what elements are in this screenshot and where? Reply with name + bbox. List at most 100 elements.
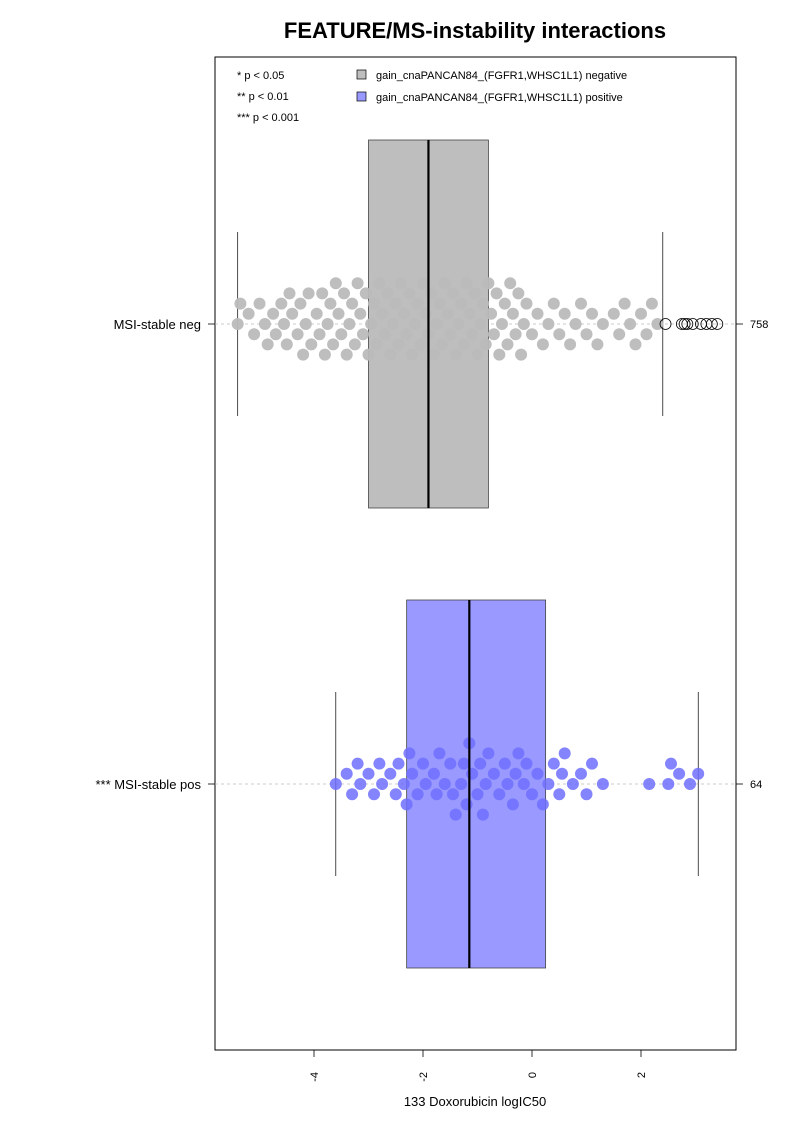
data-point bbox=[430, 788, 443, 801]
data-point bbox=[501, 778, 514, 790]
data-point bbox=[452, 318, 465, 330]
data-point bbox=[517, 318, 530, 330]
data-point bbox=[526, 788, 538, 801]
data-point bbox=[476, 808, 489, 821]
data-point bbox=[299, 318, 312, 330]
data-point bbox=[351, 757, 364, 770]
data-point bbox=[370, 338, 383, 351]
data-point bbox=[580, 788, 593, 801]
data-point bbox=[468, 287, 481, 300]
data-point bbox=[436, 338, 449, 351]
data-point bbox=[487, 767, 500, 780]
data-point bbox=[327, 338, 340, 351]
data-point bbox=[384, 767, 397, 780]
data-point bbox=[346, 788, 359, 801]
data-point bbox=[444, 328, 457, 341]
x-tick-label: -4 bbox=[309, 1072, 321, 1082]
data-point bbox=[389, 788, 402, 801]
data-point bbox=[376, 778, 389, 790]
significance-legend-item: * p < 0.05 bbox=[237, 70, 284, 82]
data-point bbox=[348, 338, 361, 351]
data-point bbox=[335, 328, 348, 341]
data-point bbox=[665, 757, 677, 770]
data-point bbox=[338, 287, 350, 300]
data-point bbox=[362, 767, 375, 780]
data-point bbox=[403, 747, 416, 760]
data-point bbox=[329, 277, 342, 290]
data-point bbox=[542, 778, 555, 790]
data-point bbox=[359, 287, 372, 300]
data-point bbox=[286, 307, 299, 320]
data-point bbox=[318, 348, 331, 361]
x-tick-label: 0 bbox=[527, 1072, 539, 1078]
significance-legend-item: ** p < 0.01 bbox=[237, 91, 289, 103]
data-point bbox=[278, 318, 290, 330]
data-point bbox=[457, 338, 470, 351]
data-point bbox=[575, 297, 587, 310]
data-point bbox=[376, 307, 389, 320]
data-point bbox=[673, 767, 686, 780]
data-point bbox=[553, 788, 566, 801]
data-point bbox=[411, 297, 424, 310]
data-point bbox=[643, 778, 656, 790]
group-0: MSI-stable neg 758 bbox=[114, 139, 768, 509]
data-point bbox=[569, 318, 582, 330]
data-point bbox=[384, 348, 397, 361]
group-count: 758 bbox=[750, 319, 768, 331]
data-point bbox=[417, 757, 429, 770]
x-axis-label: 133 Doxorubicin logIC50 bbox=[404, 1094, 546, 1109]
data-point bbox=[397, 307, 410, 320]
data-point bbox=[692, 767, 705, 780]
data-point bbox=[378, 328, 391, 341]
data-point bbox=[381, 287, 394, 300]
data-point bbox=[466, 767, 479, 780]
data-point bbox=[613, 328, 626, 341]
data-point bbox=[324, 297, 337, 310]
data-point bbox=[618, 297, 631, 310]
data-point bbox=[493, 348, 506, 361]
data-point bbox=[476, 297, 489, 310]
data-point bbox=[575, 767, 587, 780]
data-point bbox=[395, 277, 408, 290]
data-point bbox=[536, 798, 549, 811]
data-point bbox=[558, 747, 571, 760]
data-point bbox=[343, 318, 356, 330]
outlier-point bbox=[705, 318, 718, 330]
data-point bbox=[283, 287, 296, 300]
data-point bbox=[242, 307, 255, 320]
data-point bbox=[362, 348, 375, 361]
data-point bbox=[438, 277, 451, 290]
data-point bbox=[466, 328, 479, 341]
data-point bbox=[506, 307, 519, 320]
data-point bbox=[547, 757, 560, 770]
data-point bbox=[408, 318, 421, 330]
data-point bbox=[291, 328, 304, 341]
data-point bbox=[411, 788, 424, 801]
data-point bbox=[444, 757, 457, 770]
data-point bbox=[368, 297, 380, 310]
data-point bbox=[310, 307, 323, 320]
data-point bbox=[509, 767, 522, 780]
data-point bbox=[645, 297, 658, 310]
data-point bbox=[635, 307, 647, 320]
data-point bbox=[332, 307, 345, 320]
data-point bbox=[425, 287, 438, 300]
data-point bbox=[498, 757, 511, 770]
data-point bbox=[536, 338, 549, 351]
data-point bbox=[258, 318, 271, 330]
data-point bbox=[438, 778, 451, 790]
data-point bbox=[313, 328, 326, 341]
data-point bbox=[471, 348, 484, 361]
data-point bbox=[558, 307, 571, 320]
data-point bbox=[586, 757, 598, 770]
data-point bbox=[520, 757, 533, 770]
data-point bbox=[504, 277, 517, 290]
data-point bbox=[316, 287, 329, 300]
data-point bbox=[479, 778, 492, 790]
group-1: *** MSI-stable pos 64 bbox=[96, 599, 762, 969]
data-point bbox=[457, 757, 470, 770]
legend-swatch bbox=[356, 69, 367, 80]
data-point bbox=[496, 318, 508, 330]
data-point bbox=[427, 348, 440, 361]
